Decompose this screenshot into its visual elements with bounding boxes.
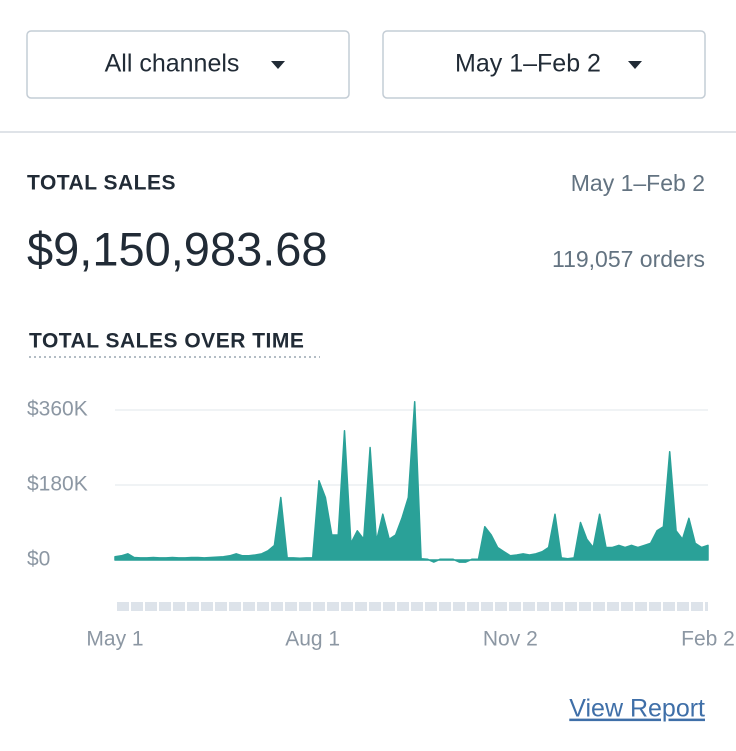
dropdown-box[interactable]	[26, 30, 350, 99]
x-tick-label: Feb 2	[681, 628, 735, 651]
view-report-link[interactable]: View Report	[569, 695, 705, 723]
chart-title: TOTAL SALES OVER TIME	[29, 330, 304, 353]
dropdown-label[interactable]: May 1–Feb 2	[455, 50, 601, 78]
orders: 119,057 orders	[552, 246, 705, 272]
x-tick-label: Aug 1	[285, 628, 340, 651]
caret[interactable]	[271, 61, 285, 69]
summary-date: May 1–Feb 2	[571, 170, 705, 196]
summary-label: TOTAL SALES	[27, 172, 176, 195]
x-tick-label: Nov 2	[483, 628, 538, 651]
date-dropdown[interactable]: May 1–Feb 2	[382, 30, 706, 99]
y-tick-label: $0	[27, 548, 50, 571]
range-track	[115, 602, 708, 611]
dropdown-box[interactable]	[382, 30, 706, 99]
sales-area	[114, 400, 709, 563]
channel-dropdown[interactable]: All channels	[26, 30, 350, 99]
y-tick-label: $180K	[27, 473, 88, 496]
total-sales: $9,150,983.68	[27, 222, 328, 275]
plot: $0 $180K $360K May 1 Aug 1 Nov 2 Feb 2	[27, 398, 735, 651]
caret[interactable]	[628, 61, 642, 69]
x-tick-label: May 1	[86, 628, 143, 651]
dropdown-label[interactable]: All channels	[105, 50, 240, 78]
y-tick-label: $360K	[27, 398, 88, 421]
